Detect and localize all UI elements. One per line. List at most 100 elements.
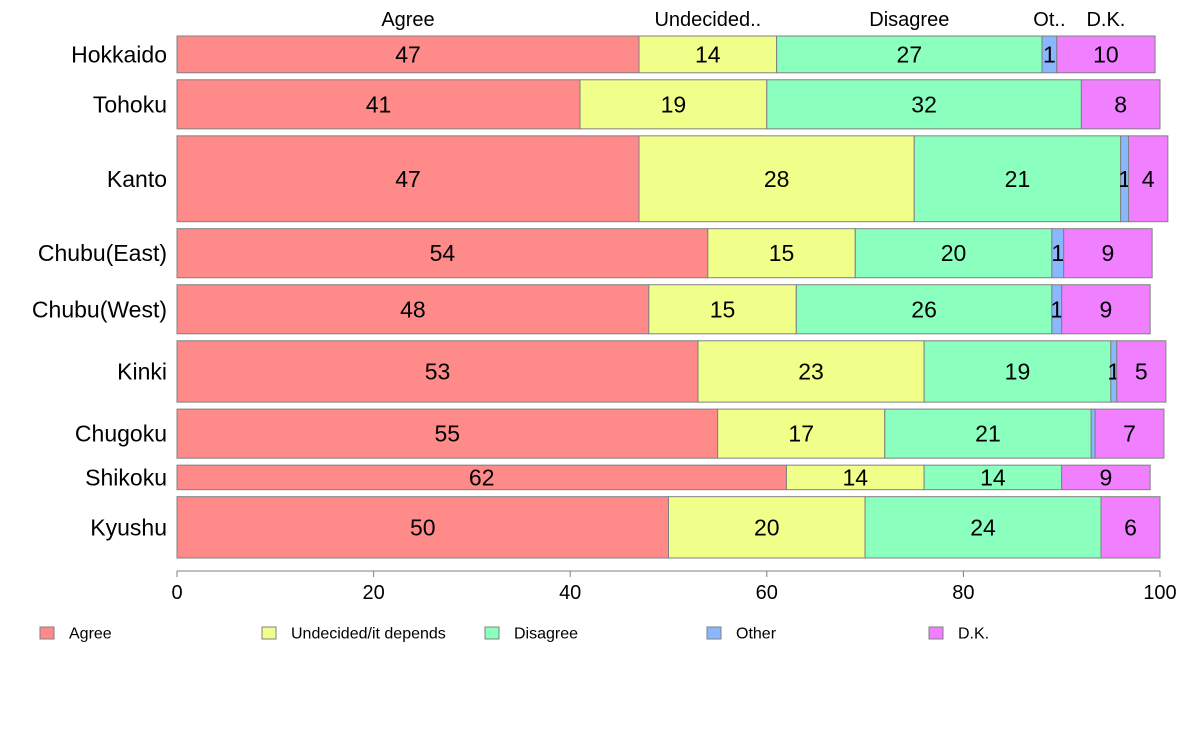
bar-segment-Chugoku-Disagree (884, 408, 1092, 459)
data-label: 19 (1005, 358, 1031, 384)
bar-segment-Chubu(West)-Agree (176, 284, 650, 335)
data-label: 32 (911, 91, 937, 117)
bar-segment-Shikoku-Undecided/it depends (785, 464, 925, 491)
data-label: 9 (1102, 240, 1115, 266)
bar-segment-Kyushu-D.K. (1100, 496, 1161, 559)
data-label: 50 (410, 514, 436, 540)
bar-segment-Tohoku-Undecided/it depends (579, 79, 768, 130)
bar-segment-Kinki-D.K. (1116, 340, 1167, 403)
category-label-Hokkaido: Hokkaido (71, 41, 167, 67)
data-label: 27 (897, 41, 923, 67)
data-label: 1 (1118, 166, 1131, 192)
data-label: 54 (430, 240, 456, 266)
category-label-Chubu(East): Chubu(East) (38, 240, 167, 266)
bar-segment-Kanto-D.K. (1128, 135, 1169, 223)
legend-swatch-Disagree (484, 626, 500, 640)
bar-segment-Hokkaido-D.K. (1056, 35, 1156, 74)
data-label: 21 (1005, 166, 1031, 192)
bar-segment-Chubu(East)-D.K. (1063, 228, 1153, 279)
bar-segment-Kanto-Agree (176, 135, 640, 223)
data-label: 4 (1142, 166, 1155, 192)
data-label: 20 (754, 514, 780, 540)
series-top-label: D.K. (1086, 9, 1125, 31)
bar-segment-Chugoku-Undecided/it depends (717, 408, 886, 459)
bar-segment-Shikoku-D.K. (1061, 464, 1151, 491)
bar-segment-Tohoku-D.K. (1080, 79, 1161, 130)
series-top-label: Ot.. (1033, 9, 1065, 31)
bar-segment-Chugoku-Agree (176, 408, 719, 459)
data-label: 1 (1043, 41, 1056, 67)
legend-swatch-Undecided/it depends (261, 626, 277, 640)
data-label: 20 (941, 240, 967, 266)
x-tick-label: 40 (559, 582, 581, 604)
data-label: 47 (395, 166, 421, 192)
data-label: 14 (980, 464, 1006, 490)
bar-segment-Chugoku-D.K. (1094, 408, 1165, 459)
data-label: 1 (1051, 240, 1064, 266)
bar-segment-Kinki-Agree (176, 340, 699, 403)
bar-segment-Kanto-Disagree (913, 135, 1122, 223)
category-label-Kanto: Kanto (107, 166, 167, 192)
data-label: 15 (769, 240, 795, 266)
data-label: 53 (425, 358, 451, 384)
bar-segment-Kanto-Undecided/it depends (638, 135, 915, 223)
bar-segment-Shikoku-Agree (176, 464, 787, 491)
legend-label-Undecided/it depends: Undecided/it depends (291, 626, 446, 643)
data-label: 48 (400, 296, 426, 322)
series-top-label: Disagree (869, 9, 949, 31)
data-label: 62 (469, 464, 495, 490)
data-label: 28 (764, 166, 790, 192)
x-tick-label: 0 (171, 582, 182, 604)
category-label-Chubu(West): Chubu(West) (32, 296, 167, 322)
data-label: 9 (1100, 296, 1113, 322)
bar-segment-Tohoku-Agree (176, 79, 581, 130)
data-label: 14 (842, 464, 868, 490)
x-tick-label: 60 (756, 582, 778, 604)
legend-swatch-D.K. (928, 626, 944, 640)
legend-label-Agree: Agree (69, 626, 112, 643)
data-label: 5 (1135, 358, 1148, 384)
bar-segment-Chubu(West)-D.K. (1061, 284, 1151, 335)
series-top-label: Undecided.. (654, 9, 761, 31)
bar-segment-Hokkaido-Agree (176, 35, 640, 74)
data-label: 1 (1050, 296, 1063, 322)
data-label: 47 (395, 41, 421, 67)
bar-segment-Chubu(West)-Disagree (795, 284, 1053, 335)
x-tick-label: 80 (952, 582, 974, 604)
bar-segment-Kinki-Disagree (923, 340, 1112, 403)
bar-segment-Kyushu-Agree (176, 496, 669, 559)
bar-segment-Hokkaido-Undecided/it depends (638, 35, 778, 74)
series-top-label: Agree (381, 9, 434, 31)
data-label: 26 (911, 296, 937, 322)
bar-segment-Chubu(East)-Disagree (854, 228, 1053, 279)
data-label: 15 (710, 296, 736, 322)
bar-segment-Tohoku-Disagree (766, 79, 1082, 130)
data-label: 24 (970, 514, 996, 540)
data-label: 17 (788, 421, 814, 447)
legend-label-Other: Other (736, 626, 777, 643)
data-label: 41 (366, 91, 392, 117)
data-label: 7 (1123, 421, 1136, 447)
bar-segment-Kinki-Undecided/it depends (697, 340, 925, 403)
category-label-Shikoku: Shikoku (85, 464, 167, 490)
category-label-Kinki: Kinki (117, 358, 167, 384)
bar-segment-Shikoku-Disagree (923, 464, 1063, 491)
legend-label-Disagree: Disagree (514, 626, 578, 643)
bar-segment-Kyushu-Undecided/it depends (668, 496, 866, 559)
x-tick-label: 100 (1143, 582, 1176, 604)
data-label: 14 (695, 41, 721, 67)
data-label: 10 (1093, 41, 1119, 67)
data-label: 6 (1124, 514, 1137, 540)
category-label-Kyushu: Kyushu (90, 514, 167, 540)
data-label: 8 (1114, 91, 1127, 117)
category-label-Chugoku: Chugoku (75, 421, 167, 447)
data-label: 19 (661, 91, 687, 117)
bar-segment-Chubu(East)-Undecided/it depends (707, 228, 856, 279)
legend-swatch-Other (706, 626, 722, 640)
x-tick-label: 20 (362, 582, 384, 604)
bar-segment-Chubu(East)-Agree (176, 228, 709, 279)
bar-segment-Chugoku-Other (1090, 408, 1096, 459)
data-label: 9 (1100, 464, 1113, 490)
